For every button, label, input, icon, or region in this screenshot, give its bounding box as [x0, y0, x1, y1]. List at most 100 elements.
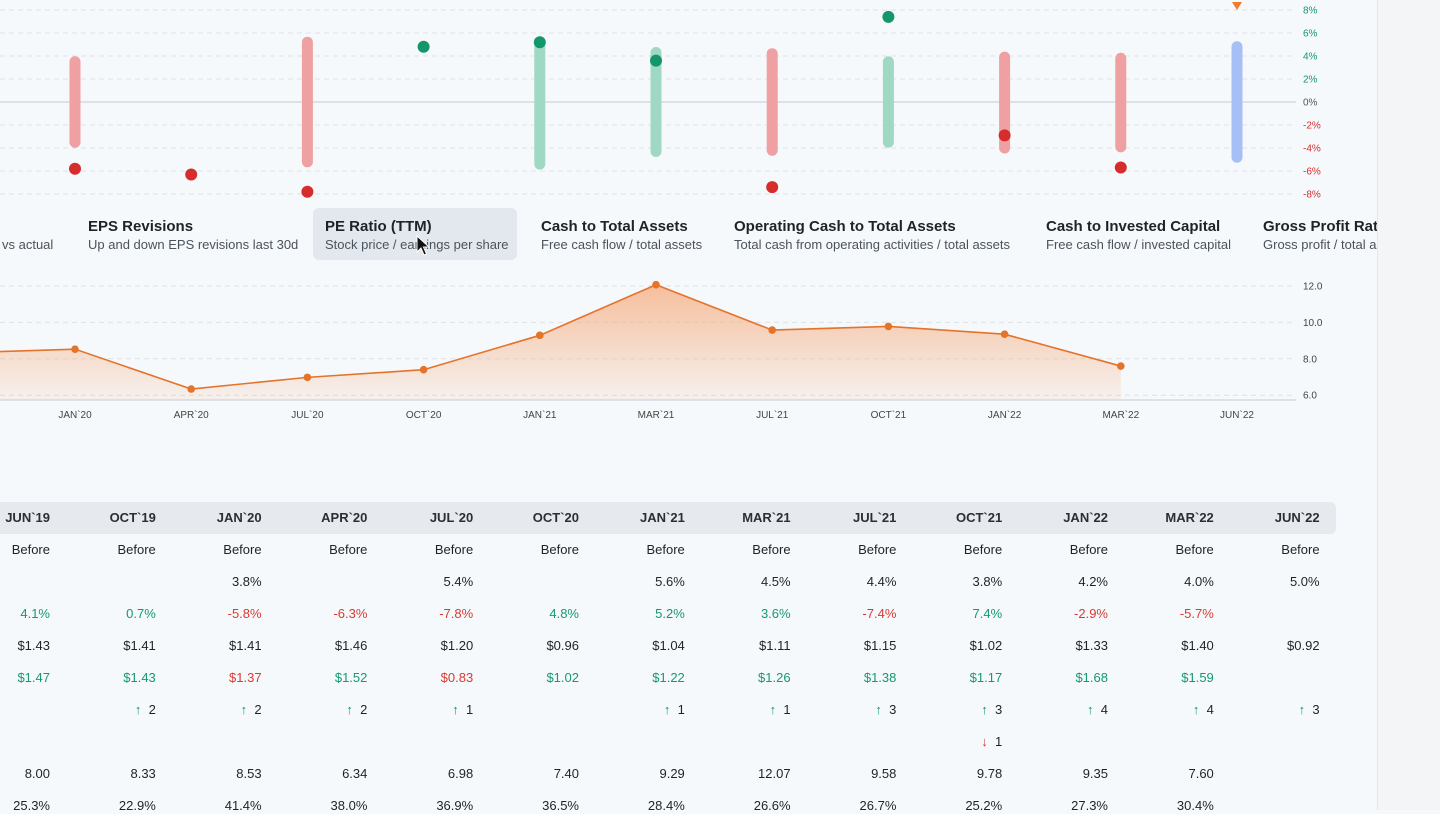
- x-tick-label: JAN`22: [988, 409, 1022, 421]
- table-cell: $1.59: [1181, 670, 1214, 685]
- table-cell: 5.2%: [655, 606, 685, 621]
- y-tick-label: 6%: [1303, 29, 1318, 40]
- table-cell: -6.3%: [333, 606, 368, 621]
- y-tick-label: -6%: [1303, 167, 1321, 178]
- x-tick-label: JAN`20: [58, 409, 92, 421]
- revision-count: ↑ 2: [182, 702, 262, 718]
- metric-title: Cash to Total Assets: [541, 218, 688, 235]
- data-point: [1000, 330, 1009, 339]
- y-tick-label: 12.0: [1303, 282, 1323, 293]
- table-cell: Before: [752, 542, 791, 557]
- table-cell: $1.02: [546, 670, 579, 685]
- table-cell: 0.7%: [126, 606, 156, 621]
- surprise-dot: [185, 168, 198, 181]
- column-header: MAR`21: [742, 510, 791, 525]
- table-cell: 5.6%: [655, 574, 685, 589]
- mouse-pointer-icon: [416, 235, 430, 256]
- arrow-up-icon: ↑: [452, 702, 459, 717]
- table-cell: 30.4%: [1176, 798, 1214, 813]
- y-tick-label: 6.0: [1303, 391, 1317, 402]
- table-cell: 4.8%: [549, 606, 579, 621]
- table-cell: 7.60: [1188, 766, 1214, 781]
- current-marker-icon: [1232, 2, 1242, 10]
- right-side-panel: [1377, 0, 1440, 810]
- column-header: MAR`22: [1165, 510, 1214, 525]
- arrow-up-icon: ↑: [1192, 702, 1200, 717]
- table-cell: 8.53: [236, 766, 262, 781]
- revision-count: ↑ 1: [393, 702, 473, 718]
- column-header: OCT`19: [109, 510, 156, 525]
- metric-option-4[interactable]: Operating Cash to Total Assets Total cash…: [722, 208, 1022, 260]
- table-cell: 4.5%: [760, 574, 791, 589]
- metric-option-1[interactable]: EPS Revisions Up and down EPS revisions l…: [76, 208, 310, 260]
- table-cell: $1.43: [123, 670, 156, 685]
- x-tick-label: MAR`22: [1102, 409, 1139, 421]
- metric-subtitle: vs actual: [2, 237, 54, 252]
- table-cell: Before: [540, 542, 579, 557]
- column-header: JUL`21: [853, 510, 897, 525]
- table-cell: 38.0%: [330, 798, 368, 813]
- surprise-dot: [882, 10, 895, 23]
- table-cell: $1.11: [759, 638, 791, 653]
- x-tick-label: MAR`21: [638, 409, 675, 421]
- metric-title: Gross Profit Ratio: [1263, 218, 1377, 235]
- revision-count-value: 4: [1097, 702, 1108, 717]
- revision-count-value: 1: [673, 702, 685, 717]
- table-cell: Before: [434, 542, 474, 557]
- table-cell: 22.9%: [118, 798, 156, 813]
- x-tick-label: JUL`21: [756, 409, 789, 421]
- x-tick-label: JAN`21: [523, 409, 557, 421]
- table-cell: -2.9%: [1074, 606, 1108, 621]
- surprise-dot: [766, 181, 779, 194]
- arrow-down-icon: ↓: [981, 734, 988, 749]
- table-cell: 26.6%: [753, 798, 791, 813]
- revision-count-value: 2: [250, 702, 262, 717]
- revision-count-value: 1: [462, 702, 474, 717]
- metric-option-0[interactable]: vs actual: [0, 208, 65, 260]
- y-tick-label: 10.0: [1303, 318, 1323, 329]
- revision-count: ↑ 3: [1240, 702, 1320, 718]
- table-cell: $1.15: [863, 638, 897, 653]
- column-header: APR`20: [321, 510, 368, 525]
- table-cell: Before: [117, 542, 156, 557]
- revision-count: ↑ 4: [1134, 702, 1214, 718]
- table-cell: Before: [646, 542, 685, 557]
- table-cell: $1.40: [1181, 638, 1214, 653]
- table-cell: 8.33: [130, 766, 156, 781]
- area-fill: [0, 284, 1121, 401]
- metric-subtitle: Total cash from operating activities / t…: [734, 237, 1011, 252]
- arrow-up-icon: ↑: [1298, 702, 1306, 717]
- metric-title: EPS Revisions: [88, 218, 194, 235]
- metric-title: Cash to Invested Capital: [1046, 218, 1221, 235]
- table-cell: 5.4%: [443, 574, 474, 589]
- table-cell: -5.8%: [227, 606, 262, 621]
- x-tick-label: JUN`22: [1220, 409, 1254, 421]
- table-cell: $1.46: [334, 638, 368, 653]
- table-cell: Before: [1175, 542, 1214, 557]
- table-cell: 7.4%: [972, 606, 1003, 621]
- revision-count: ↑ 3: [922, 702, 1002, 718]
- metric-option-6[interactable]: Gross Profit Ratio Gross profit / total a…: [1251, 208, 1377, 260]
- table-cell: $1.02: [969, 638, 1003, 653]
- metric-title: Operating Cash to Total Assets: [734, 218, 956, 235]
- table-cell: -5.7%: [1179, 606, 1214, 621]
- table-cell: $1.22: [652, 670, 685, 685]
- metric-option-5[interactable]: Cash to Invested Capital Free cash flow /…: [1034, 208, 1243, 260]
- metric-option-3[interactable]: Cash to Total Assets Free cash flow / tot…: [529, 208, 714, 260]
- table-cell: 9.29: [659, 766, 685, 781]
- table-cell: 4.1%: [20, 606, 50, 621]
- column-header: JAN`20: [216, 510, 262, 525]
- arrow-up-icon: ↑: [769, 702, 777, 717]
- table-cell: 9.78: [976, 766, 1003, 781]
- revision-count-value: 2: [144, 702, 156, 717]
- table-cell: Before: [329, 542, 368, 557]
- metric-option-2[interactable]: PE Ratio (TTM) Stock price / earnings per…: [313, 208, 517, 260]
- table-cell: $1.68: [1075, 670, 1108, 685]
- x-tick-label: JUL`20: [291, 409, 324, 421]
- table-cell: 28.4%: [647, 798, 685, 813]
- table-cell: $1.38: [863, 670, 897, 685]
- revision-count: ↑ 4: [1028, 702, 1108, 718]
- data-point: [1117, 362, 1125, 370]
- revision-count: ↑ 3: [816, 702, 896, 718]
- table-cell: 36.5%: [542, 798, 579, 813]
